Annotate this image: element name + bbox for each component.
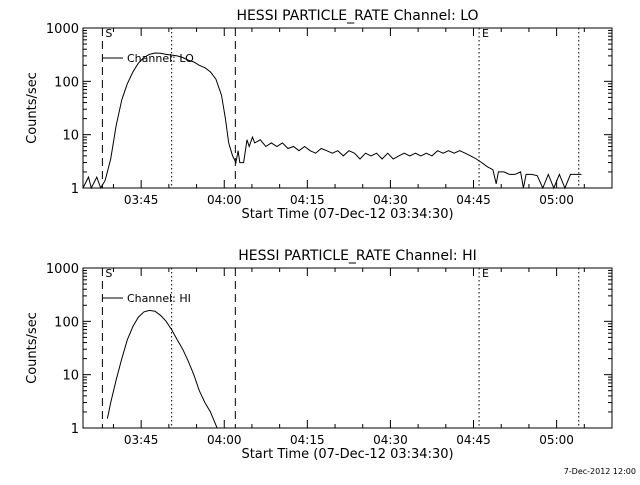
x-tick-label: 05:00 <box>539 433 574 447</box>
x-tick-label: 04:45 <box>456 193 491 207</box>
time-marker-label: S <box>105 27 112 40</box>
y-tick-label: 100 <box>54 315 79 330</box>
x-tick-label: 03:45 <box>124 193 159 207</box>
x-tick-label: 04:15 <box>290 193 325 207</box>
x-axis-label: Start Time (07-Dec-12 03:34:30) <box>241 447 453 462</box>
y-axis-label: Counts/sec <box>25 312 40 384</box>
y-axis-label: Counts/sec <box>25 72 40 144</box>
x-tick-label: 03:45 <box>124 433 159 447</box>
plot-frame <box>82 267 613 429</box>
x-tick-label: 04:00 <box>207 433 242 447</box>
y-tick-label: 1 <box>71 422 79 437</box>
x-tick-label: 04:15 <box>290 433 325 447</box>
y-tick-label: 1000 <box>46 22 79 37</box>
series-line-lo <box>82 52 582 190</box>
x-tick-label: 04:45 <box>456 433 491 447</box>
x-tick-label: 04:30 <box>373 193 408 207</box>
x-axis-label: Start Time (07-Dec-12 03:34:30) <box>241 207 453 222</box>
time-marker-label: E <box>482 267 489 280</box>
y-tick-label: 10 <box>62 129 79 144</box>
series-line-hi <box>106 309 218 429</box>
lo-channel-panel: HESSI PARTICLE_RATE Channel: LO 03:45 04:0… <box>25 8 613 222</box>
legend-label: Channel: HI <box>127 292 191 305</box>
y-tick-label: 100 <box>54 75 79 90</box>
x-tick-label: 05:00 <box>539 193 574 207</box>
hi-channel-panel: HESSI PARTICLE_RATE Channel: HI 03:45 04:0… <box>25 248 613 462</box>
x-tick-label: 04:30 <box>373 433 408 447</box>
chart-title: HESSI PARTICLE_RATE Channel: HI <box>238 248 476 264</box>
time-marker-label: E <box>482 27 489 40</box>
y-tick-label: 10 <box>62 369 79 384</box>
time-marker-label: S <box>105 267 112 280</box>
plot-frame <box>82 27 613 189</box>
legend-label: Channel: LO <box>127 52 194 65</box>
y-tick-label: 1 <box>71 182 79 197</box>
y-tick-label: 1000 <box>46 262 79 277</box>
footer-timestamp: 7-Dec-2012 12:00 <box>564 467 636 476</box>
chart-title: HESSI PARTICLE_RATE Channel: LO <box>236 8 478 24</box>
x-tick-label: 04:00 <box>207 193 242 207</box>
